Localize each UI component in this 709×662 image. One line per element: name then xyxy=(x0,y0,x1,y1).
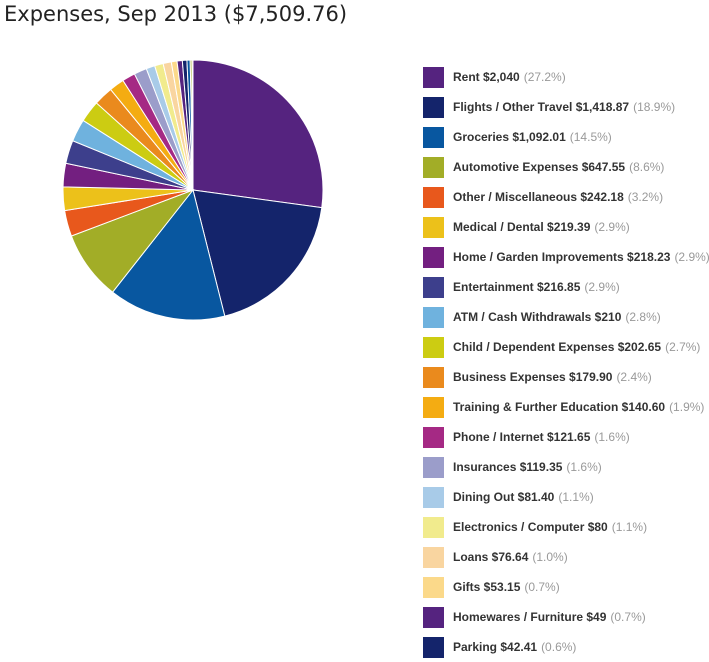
legend-item[interactable]: Phone / Internet $121.65 (1.6%) xyxy=(423,422,709,452)
legend-swatch xyxy=(423,156,444,178)
legend-percent: (1.1%) xyxy=(558,490,594,504)
legend-label: Flights / Other Travel $1,418.87 xyxy=(453,100,630,114)
legend-label: Insurances $119.35 xyxy=(453,460,563,474)
legend-label: Child / Dependent Expenses $202.65 xyxy=(453,340,662,354)
legend-swatch xyxy=(423,486,444,508)
legend-label: Rent $2,040 xyxy=(453,70,520,84)
legend-percent: (14.5%) xyxy=(569,130,612,144)
legend-item[interactable]: Entertainment $216.85 (2.9%) xyxy=(423,272,709,302)
pie-slice[interactable] xyxy=(192,59,324,209)
legend-percent: (2.4%) xyxy=(616,370,652,384)
pie-slice[interactable] xyxy=(111,188,226,321)
legend-item[interactable]: Child / Dependent Expenses $202.65 (2.7%) xyxy=(423,332,709,362)
legend-percent: (27.2%) xyxy=(523,70,566,84)
legend-label: Entertainment $216.85 xyxy=(453,280,581,294)
legend-swatch xyxy=(423,186,444,208)
legend-swatch xyxy=(423,216,444,238)
legend-label: Phone / Internet $121.65 xyxy=(453,430,591,444)
legend-label: Business Expenses $179.90 xyxy=(453,370,613,384)
legend-item[interactable]: Loans $76.64 (1.0%) xyxy=(423,542,709,572)
legend-swatch xyxy=(423,426,444,448)
legend-percent: (18.9%) xyxy=(633,100,676,114)
legend-label: Other / Miscellaneous $242.18 xyxy=(453,190,624,204)
legend-label: Loans $76.64 xyxy=(453,550,529,564)
legend-swatch xyxy=(423,276,444,298)
legend-item[interactable]: Insurances $119.35 (1.6%) xyxy=(423,452,709,482)
legend-percent: (2.9%) xyxy=(594,220,630,234)
legend-percent: (8.6%) xyxy=(629,160,665,174)
legend-item[interactable]: Rent $2,040 (27.2%) xyxy=(423,62,709,92)
legend-swatch xyxy=(423,576,444,598)
legend-percent: (2.7%) xyxy=(665,340,701,354)
legend-label: Gifts $53.15 xyxy=(453,580,521,594)
legend-swatch xyxy=(423,606,444,628)
legend-percent: (2.9%) xyxy=(674,250,709,264)
legend-item[interactable]: Home / Garden Improvements $218.23 (2.9%) xyxy=(423,242,709,272)
legend-swatch xyxy=(423,546,444,568)
legend-item[interactable]: Business Expenses $179.90 (2.4%) xyxy=(423,362,709,392)
legend-label: Training & Further Education $140.60 xyxy=(453,400,666,414)
legend-percent: (1.9%) xyxy=(669,400,705,414)
pie-slice[interactable] xyxy=(192,189,323,317)
legend-label: Electronics / Computer $80 xyxy=(453,520,608,534)
legend-swatch xyxy=(423,366,444,388)
legend-label: Homewares / Furniture $49 xyxy=(453,610,607,624)
legend-item[interactable]: Automotive Expenses $647.55 (8.6%) xyxy=(423,152,709,182)
legend-swatch xyxy=(423,126,444,148)
legend-swatch xyxy=(423,246,444,268)
legend-percent: (0.7%) xyxy=(610,610,646,624)
legend-percent: (3.2%) xyxy=(627,190,664,204)
legend-label: Home / Garden Improvements $218.23 xyxy=(453,250,671,264)
legend-percent: (1.1%) xyxy=(611,520,648,534)
legend-item[interactable]: Gifts $53.15 (0.7%) xyxy=(423,572,709,602)
legend-swatch xyxy=(423,636,444,658)
legend-swatch xyxy=(423,456,444,478)
legend-item[interactable]: Other / Miscellaneous $242.18 (3.2%) xyxy=(423,182,709,212)
legend-percent: (2.9%) xyxy=(584,280,620,294)
legend-percent: (0.6%) xyxy=(541,640,577,654)
legend-item[interactable]: Groceries $1,092.01 (14.5%) xyxy=(423,122,709,152)
legend-item[interactable]: Electronics / Computer $80 (1.1%) xyxy=(423,512,709,542)
legend-swatch xyxy=(423,66,444,88)
pie-slice[interactable] xyxy=(191,59,194,191)
legend-item[interactable]: Flights / Other Travel $1,418.87 (18.9%) xyxy=(423,92,709,122)
chart-legend: Rent $2,040 (27.2%) Flights / Other Travel… xyxy=(423,62,709,662)
legend-swatch xyxy=(423,336,444,358)
legend-percent: (1.6%) xyxy=(594,430,630,444)
legend-item[interactable]: Homewares / Furniture $49 (0.7%) xyxy=(423,602,709,632)
legend-label: Parking $42.41 xyxy=(453,640,538,654)
legend-item[interactable]: ATM / Cash Withdrawals $210 (2.8%) xyxy=(423,302,709,332)
legend-item[interactable]: Dining Out $81.40 (1.1%) xyxy=(423,482,709,512)
legend-swatch xyxy=(423,306,444,328)
legend-item[interactable]: Training & Further Education $140.60 (1.9… xyxy=(423,392,709,422)
legend-swatch xyxy=(423,516,444,538)
legend-item[interactable]: Medical / Dental $219.39 (2.9%) xyxy=(423,212,709,242)
legend-swatch xyxy=(423,396,444,418)
legend-percent: (1.0%) xyxy=(532,550,568,564)
legend-percent: (2.8%) xyxy=(625,310,661,324)
legend-swatch xyxy=(423,96,444,118)
legend-label: Medical / Dental $219.39 xyxy=(453,220,591,234)
legend-percent: (1.6%) xyxy=(566,460,602,474)
legend-label: Dining Out $81.40 xyxy=(453,490,555,504)
legend-percent: (0.7%) xyxy=(524,580,560,594)
legend-label: Automotive Expenses $647.55 xyxy=(453,160,626,174)
chart-title: Expenses, Sep 2013 ($7,509.76) xyxy=(4,2,348,26)
legend-label: Groceries $1,092.01 xyxy=(453,130,566,144)
legend-label: ATM / Cash Withdrawals $210 xyxy=(453,310,622,324)
legend-item[interactable]: Parking $42.41 (0.6%) xyxy=(423,632,709,662)
